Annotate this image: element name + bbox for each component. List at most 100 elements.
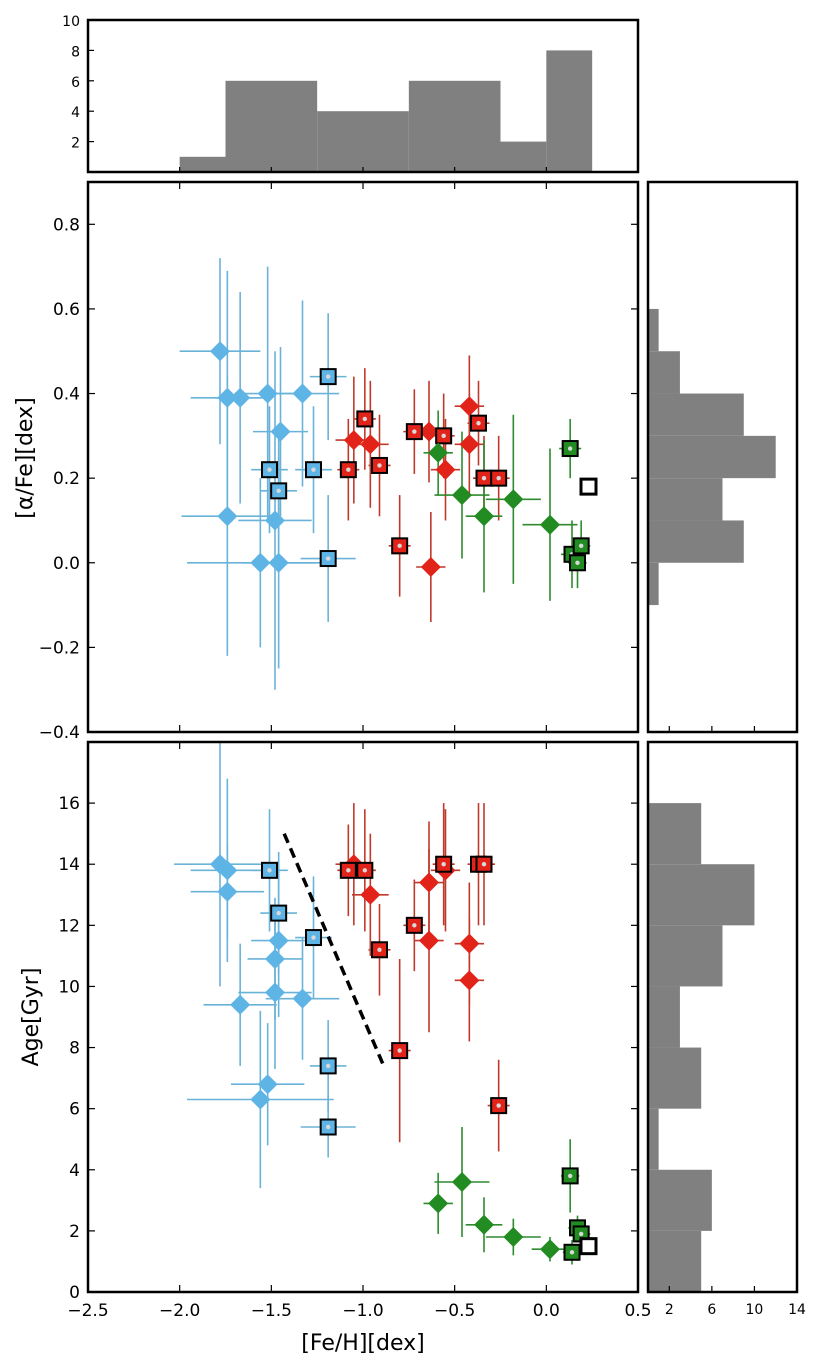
square-center-dot bbox=[567, 446, 573, 451]
red-diamond-marker bbox=[360, 884, 381, 905]
red-diamond-marker bbox=[420, 557, 441, 577]
blue-diamond-marker bbox=[265, 982, 285, 1003]
y-tick-label: 8 bbox=[71, 44, 80, 60]
hist-bar bbox=[648, 478, 723, 521]
y-tick-label: 0.0 bbox=[53, 554, 80, 574]
y-tick-label: 10 bbox=[58, 977, 80, 997]
blue-diamond-marker bbox=[230, 387, 251, 408]
panel-frame bbox=[646, 180, 799, 734]
square-center-dot bbox=[311, 935, 316, 940]
hist-bar bbox=[648, 562, 659, 606]
plot-area bbox=[174, 742, 598, 1265]
y-tick-label: 8 bbox=[69, 1039, 80, 1059]
green-diamond-marker bbox=[428, 1193, 449, 1214]
y-tick-label: 6 bbox=[69, 1100, 80, 1120]
hist-bar bbox=[546, 50, 593, 172]
x-tick-label: 6 bbox=[707, 1302, 716, 1318]
square-center-dot bbox=[362, 868, 368, 873]
age-scatter-panel: 0 2 4 6 8 10 12 14 16 −2.5 −2.0 −1.5 −1.0 −0.5 0.0 0.5 bbox=[58, 740, 652, 1321]
green-diamond-marker bbox=[452, 1172, 472, 1192]
blue-diamond-marker bbox=[257, 383, 278, 404]
blue-diamond-marker bbox=[268, 930, 289, 951]
hist-bar bbox=[317, 111, 409, 172]
square-center-dot bbox=[276, 910, 281, 916]
hist-bar bbox=[648, 435, 776, 479]
red-diamond-marker bbox=[459, 434, 480, 455]
blue-diamond-marker bbox=[265, 510, 285, 531]
red-diamond-marker bbox=[343, 430, 364, 451]
x-tick-label: 14 bbox=[788, 1302, 806, 1318]
panel-frame bbox=[86, 180, 640, 734]
hist-bar bbox=[648, 803, 702, 865]
square-center-dot bbox=[578, 543, 584, 549]
square-center-dot bbox=[441, 862, 446, 867]
panel-frame bbox=[86, 18, 640, 174]
y-tick-label: 0.6 bbox=[53, 300, 80, 320]
blue-diamond-marker bbox=[217, 860, 238, 881]
blue-diamond-marker bbox=[270, 421, 291, 442]
square-center-dot bbox=[362, 416, 368, 422]
green-diamond-marker bbox=[540, 514, 560, 535]
blue-diamond-marker bbox=[268, 552, 289, 573]
y-tick-label: 4 bbox=[71, 105, 80, 121]
hist-bar bbox=[225, 80, 318, 172]
hist-bar bbox=[648, 1108, 659, 1170]
square-center-dot bbox=[412, 923, 417, 928]
blue-diamond-marker bbox=[230, 994, 251, 1015]
age-histogram-panel: 2 6 10 14 bbox=[646, 740, 806, 1318]
hist-bar bbox=[408, 80, 501, 172]
age-axis-label: Age[Gyr] bbox=[19, 968, 44, 1067]
green-diamond-marker bbox=[503, 1227, 524, 1247]
x-tick-label: 0.5 bbox=[624, 1301, 651, 1321]
red-diamond-marker bbox=[459, 396, 480, 417]
y-tick-label: 4 bbox=[69, 1161, 80, 1181]
open-square-marker bbox=[579, 477, 598, 496]
square-center-dot bbox=[397, 543, 402, 549]
panel-frame bbox=[86, 740, 640, 1294]
alpha-fe-axis-label: [α/Fe][dex] bbox=[13, 397, 38, 518]
square-center-dot bbox=[377, 947, 382, 952]
green-diamond-marker bbox=[474, 1214, 494, 1235]
red-diamond-marker bbox=[419, 421, 439, 442]
square-center-dot bbox=[441, 433, 446, 439]
square-center-dot bbox=[476, 420, 481, 426]
hist-bar bbox=[648, 986, 680, 1048]
blue-diamond-marker bbox=[210, 341, 230, 362]
dashed-trend-line bbox=[282, 832, 387, 1070]
top-histogram-panel: 2 4 6 8 10 bbox=[62, 14, 640, 174]
y-tick-label: 0.2 bbox=[53, 469, 80, 489]
square-center-dot bbox=[397, 1048, 402, 1053]
y-tick-label: 10 bbox=[62, 14, 80, 30]
x-tick-label: 10 bbox=[746, 1302, 764, 1318]
green-diamond-marker bbox=[474, 506, 494, 527]
y-tick-label: −0.2 bbox=[39, 638, 80, 658]
square-center-dot bbox=[481, 862, 487, 867]
square-center-dot bbox=[569, 1250, 575, 1255]
open-square-marker bbox=[579, 1237, 598, 1256]
hist-bar bbox=[648, 1169, 712, 1231]
y-tick-label: 14 bbox=[58, 855, 80, 875]
alpha-fe-histogram-panel bbox=[646, 180, 799, 734]
y-tick-label: 2 bbox=[69, 1222, 80, 1242]
y-tick-label: 12 bbox=[58, 916, 80, 936]
y-tick-label: 0.4 bbox=[53, 385, 80, 405]
y-tick-label: −0.4 bbox=[39, 723, 80, 743]
blue-diamond-marker bbox=[292, 383, 313, 404]
x-tick-label: 2 bbox=[665, 1302, 674, 1318]
blue-diamond-marker bbox=[217, 506, 238, 527]
square-center-dot bbox=[377, 463, 382, 468]
hist-bar bbox=[179, 156, 226, 172]
y-tick-label: 16 bbox=[58, 794, 80, 814]
square-center-dot bbox=[325, 1124, 331, 1130]
blue-diamond-marker bbox=[217, 881, 238, 902]
blue-diamond-marker bbox=[250, 552, 271, 573]
hist-bar bbox=[648, 393, 744, 436]
y-tick-label: 0.8 bbox=[53, 215, 80, 235]
blue-diamond-marker bbox=[257, 1074, 278, 1095]
alpha-fe-scatter-panel: −0.4 −0.2 0.0 0.2 0.4 0.6 0.8 bbox=[39, 180, 640, 743]
x-tick-label: −2.5 bbox=[67, 1301, 108, 1321]
y-tick-label: 0 bbox=[69, 1283, 80, 1303]
red-diamond-marker bbox=[459, 970, 480, 991]
x-tick-label: −1.5 bbox=[251, 1301, 292, 1321]
